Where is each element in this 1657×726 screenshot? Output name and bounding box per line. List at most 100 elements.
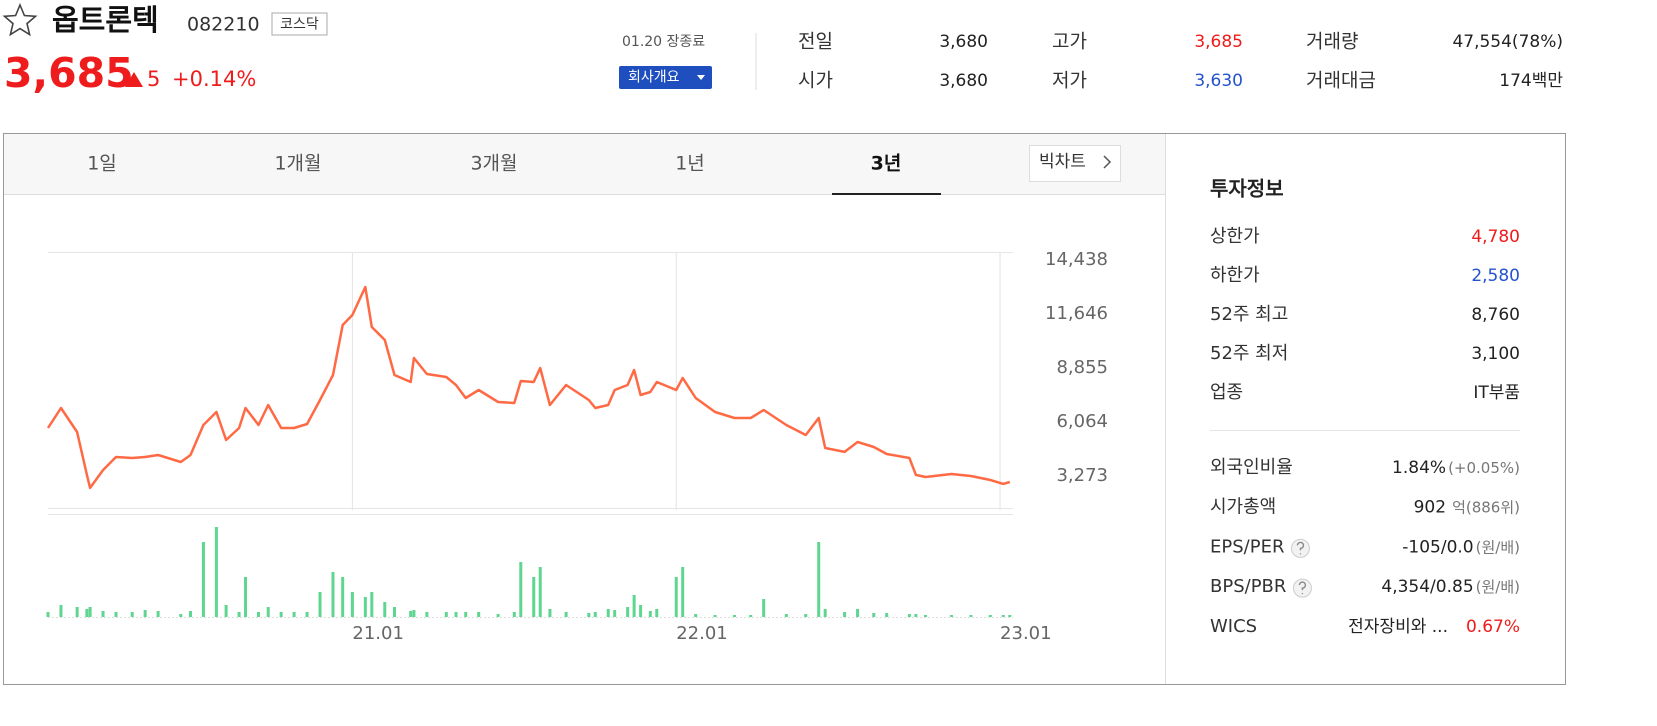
- up-arrow: [125, 72, 143, 87]
- info-value: 3,100: [1471, 344, 1520, 364]
- info-label: BPS/PBR: [1210, 576, 1286, 597]
- volume-bar: [548, 609, 552, 617]
- info-label: 52주 최고: [1210, 304, 1288, 325]
- volume-bar: [156, 611, 160, 617]
- volume-bar: [363, 597, 367, 617]
- info-label: EPS/PER: [1210, 536, 1284, 557]
- volume-bar: [856, 609, 860, 617]
- volume-bar: [341, 577, 345, 617]
- info-value-text: 4,354/0.85 (원/배): [1381, 577, 1520, 597]
- volume-bar: [188, 611, 192, 617]
- stat-label: 전일: [798, 31, 833, 53]
- volume-bar: [804, 614, 808, 617]
- volume-bar: [632, 595, 636, 617]
- current-price: 3,685: [4, 49, 134, 97]
- dropdown-caret: [697, 75, 705, 80]
- info-change: 0.67%: [1466, 617, 1520, 637]
- info-value-text: 4,780: [1471, 227, 1520, 247]
- volume-bar: [266, 607, 270, 617]
- volume-bar: [425, 612, 429, 617]
- chart-panel: [3, 133, 1566, 685]
- volume-bar: [305, 612, 309, 617]
- favorite-star[interactable]: [2, 2, 38, 37]
- info-list: 상한가 4,780 하한가 2,580 52주 최고 8,760 52주 최저 3,100 업종…: [1210, 226, 1520, 637]
- volume-bar: [350, 592, 354, 617]
- stock-code: 082210: [187, 14, 260, 36]
- stat-value: 3,680: [939, 71, 988, 91]
- info-value: 902: [1414, 498, 1446, 518]
- info-value-text: -105/0.0 (원/배): [1402, 537, 1520, 557]
- info-value-text: 8,760: [1471, 305, 1520, 325]
- volume-bar: [496, 614, 500, 617]
- volume-bar: [85, 609, 89, 617]
- volume-bar: [46, 612, 50, 617]
- volume-bar: [762, 599, 766, 617]
- stat-value: 3,680: [939, 32, 988, 52]
- period-tab[interactable]: 1일: [87, 153, 117, 175]
- period-tab[interactable]: 1개월: [274, 153, 321, 175]
- info-label: 상한가: [1210, 226, 1260, 247]
- period-tab[interactable]: 3개월: [470, 153, 517, 175]
- info-value: -105/0.0: [1402, 537, 1473, 557]
- volume-bar: [292, 612, 296, 617]
- volume-bar: [201, 542, 205, 617]
- volume-bar: [256, 612, 260, 617]
- volume-bar: [817, 542, 821, 617]
- volume-bar: [370, 592, 374, 617]
- stat-value: 174백만: [1499, 71, 1563, 91]
- volume-bar: [681, 567, 685, 617]
- volume-bar: [872, 613, 876, 617]
- info-label: 하한가: [1210, 265, 1260, 286]
- company-button[interactable]: [619, 66, 712, 89]
- volume-bar: [784, 614, 788, 617]
- volume-bar: [655, 609, 659, 617]
- info-value: IT부품: [1473, 383, 1520, 403]
- volume-bar: [969, 615, 973, 617]
- big-chart-label[interactable]: 빅차트: [1039, 152, 1086, 172]
- volume-bar: [318, 592, 322, 617]
- volume-bar: [409, 611, 413, 617]
- y-tick-label: 8,855: [1056, 357, 1108, 378]
- info-note: (원/배): [1476, 578, 1520, 596]
- volume-bar: [988, 615, 992, 617]
- period-tab[interactable]: 1년: [675, 153, 705, 175]
- price-line: [46, 285, 1011, 490]
- info-value: 1.84%: [1392, 458, 1446, 478]
- info-note: 억(886위): [1452, 498, 1520, 516]
- stat-value: 47,554(78%): [1452, 32, 1563, 52]
- volume-bar: [949, 615, 953, 617]
- y-tick-label: 3,273: [1056, 465, 1108, 486]
- volume-bar: [88, 607, 92, 617]
- info-value-text: 1.84% (+0.05%): [1392, 458, 1520, 478]
- stat-label: 저가: [1052, 70, 1087, 92]
- y-tick-label: 11,646: [1045, 303, 1108, 324]
- volume-bar: [244, 577, 248, 617]
- volume-bar: [75, 607, 79, 617]
- volume-bar: [1008, 615, 1012, 617]
- volume-bar: [412, 610, 416, 617]
- volume-bar: [59, 605, 63, 617]
- stat-label: 고가: [1052, 31, 1087, 53]
- volume-bar: [613, 610, 617, 617]
- volume-bar: [1001, 615, 1005, 617]
- volume-bar: [606, 609, 610, 617]
- volume-bar: [907, 614, 911, 617]
- price-rate: +0.14%: [172, 67, 256, 91]
- volume-bar: [179, 614, 183, 617]
- help-glyph: [1296, 541, 1305, 555]
- stat-value: 3,685: [1194, 32, 1243, 52]
- volume-bar: [101, 611, 105, 617]
- volume-bar: [454, 612, 458, 617]
- company-button-label[interactable]: 회사개요: [628, 70, 680, 86]
- stat-value: 3,630: [1194, 71, 1243, 91]
- info-label: 시가총액: [1210, 497, 1276, 518]
- big-chart-button[interactable]: [1029, 145, 1121, 182]
- volume-bar: [564, 612, 568, 617]
- info-value: 8,760: [1471, 305, 1520, 325]
- volume-bar: [914, 614, 918, 617]
- period-tab[interactable]: 3년: [871, 153, 902, 175]
- volume-bar: [464, 612, 468, 617]
- volume-bar: [519, 562, 523, 617]
- volume-bar: [587, 613, 591, 617]
